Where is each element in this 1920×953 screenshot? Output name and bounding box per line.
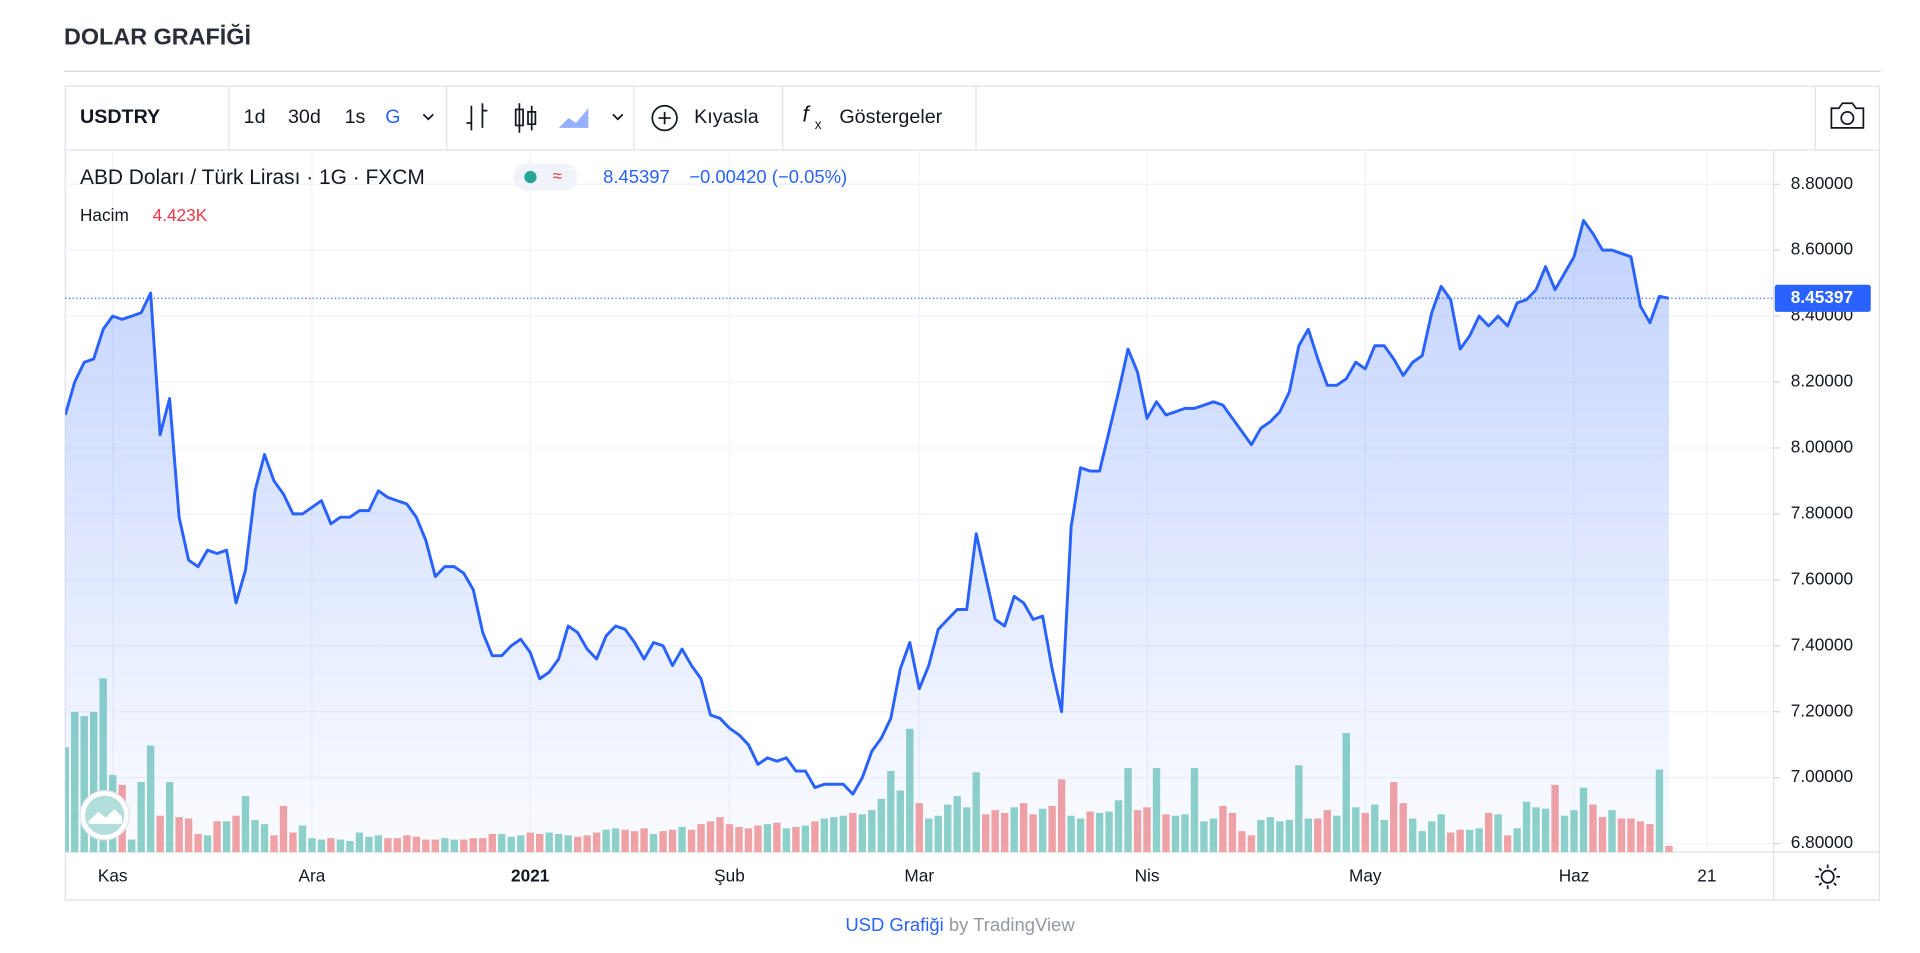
y-tick-label: 8.60000 (1791, 239, 1853, 259)
last-price: 8.45397 (603, 166, 670, 187)
y-tick-label: 8.00000 (1791, 437, 1853, 457)
indicators-icon[interactable]: x (815, 117, 822, 132)
x-tick-label: Haz (1559, 865, 1590, 885)
plot (65, 151, 1774, 853)
footer: USD Grafiği by TradingView (845, 914, 1075, 935)
area-fill (65, 220, 1669, 853)
indicators-button[interactable]: Göstergeler (839, 106, 942, 128)
snapshot-button[interactable] (1840, 111, 1855, 126)
y-tick-label: 8.80000 (1791, 173, 1853, 193)
chart-legend: ABD Doları / Türk Lirası · 1G · FXCM ≈ 8… (80, 163, 847, 225)
x-tick-label: 2021 (511, 865, 550, 885)
range-button[interactable]: G (385, 106, 400, 128)
dropdown-icon[interactable] (612, 113, 624, 121)
indicators-icon[interactable]: f (802, 101, 811, 126)
price-change: −0.00420 (−0.05%) (689, 166, 847, 187)
snapshot-button[interactable] (1830, 102, 1865, 129)
x-tick-label: Nis (1135, 865, 1160, 885)
x-tick-label: May (1349, 865, 1382, 885)
y-tick-label: 7.40000 (1791, 634, 1853, 654)
y-tick-label: 7.60000 (1791, 568, 1853, 588)
bar-style-icon[interactable] (466, 103, 488, 131)
area-style-icon[interactable] (558, 108, 589, 128)
compare-icon[interactable] (658, 111, 671, 125)
compare-button[interactable]: Kıyasla (694, 106, 759, 128)
y-tick-label: 8.20000 (1791, 371, 1853, 391)
x-tick-label: Ara (299, 865, 326, 885)
footer-by: by TradingView (949, 914, 1075, 935)
last-price-label: 8.45397 (1791, 287, 1853, 307)
settings-button[interactable] (1820, 869, 1835, 884)
x-tick-label: Kas (98, 865, 128, 885)
x-tick-label: Şub (714, 865, 745, 885)
footer-link[interactable]: USD Grafiği (845, 914, 943, 935)
y-tick-label: 7.20000 (1791, 700, 1853, 720)
tradingview-logo (79, 790, 130, 841)
price-line (65, 219, 1670, 796)
symbol[interactable]: USDTRY (80, 106, 160, 128)
status-icon: ≈ (553, 166, 562, 186)
y-tick-label: 6.80000 (1791, 832, 1853, 852)
y-tick-label: 7.80000 (1791, 502, 1853, 522)
compare-icon[interactable] (651, 104, 678, 132)
status-pill (513, 163, 578, 191)
range-button[interactable]: 1s (345, 106, 366, 128)
last-price-box (1774, 284, 1871, 312)
y-tick-label: 7.00000 (1791, 766, 1853, 786)
volume-name: Hacim (80, 205, 129, 225)
page-title: DOLAR GRAFİĞİ (64, 22, 251, 49)
x-tick-label: Mar (904, 865, 934, 885)
range-button[interactable]: 30d (288, 106, 321, 128)
x-tick-label: 21 (1697, 865, 1716, 885)
status-dot (524, 170, 537, 184)
dropdown-icon[interactable] (422, 113, 434, 121)
range-button[interactable]: 1d (244, 106, 266, 128)
volume-value: 4.423K (153, 205, 208, 225)
settings-button[interactable] (1815, 864, 1840, 890)
candle-style-icon[interactable] (514, 103, 537, 133)
instrument-name: ABD Doları / Türk Lirası · 1G · FXCM (80, 166, 425, 189)
